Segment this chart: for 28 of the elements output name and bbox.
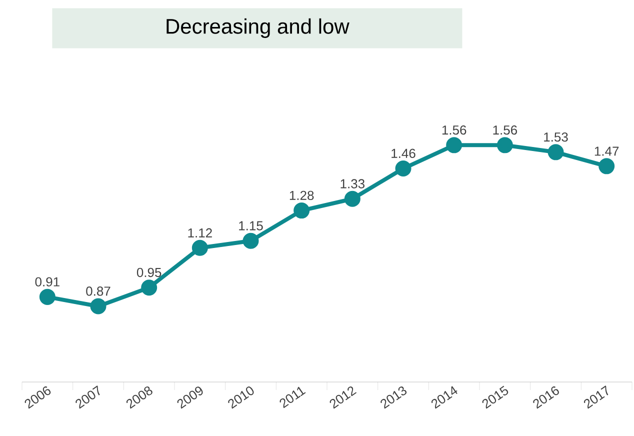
data-label: 1.53	[544, 132, 568, 142]
data-label: 1.15	[239, 221, 263, 230]
point	[294, 202, 310, 219]
data-label: 1.56	[442, 125, 466, 135]
point	[242, 232, 259, 249]
data-label: 0.91	[35, 277, 60, 286]
data-label: 0.87	[86, 286, 110, 296]
x-tick-label: 2012	[330, 386, 357, 409]
chart-title: Decreasing and low	[166, 18, 350, 38]
point	[446, 137, 462, 154]
point	[192, 240, 208, 256]
data-label: 1.33	[340, 179, 364, 188]
data-label: 1.28	[290, 190, 314, 200]
data-label: 1.12	[188, 228, 212, 238]
x-tick-label: 2009	[177, 386, 203, 409]
x-tick-label: 2011	[280, 386, 306, 408]
data-label: 0.95	[136, 268, 162, 278]
point	[141, 280, 158, 296]
data-label: 1.56	[493, 125, 517, 135]
point	[496, 137, 513, 154]
data-label: 1.46	[392, 148, 416, 158]
point	[90, 298, 106, 314]
point	[395, 160, 412, 177]
point	[39, 288, 56, 305]
point	[344, 190, 360, 207]
point	[598, 158, 615, 174]
point	[548, 144, 564, 160]
data-label: 1.47	[594, 146, 619, 156]
